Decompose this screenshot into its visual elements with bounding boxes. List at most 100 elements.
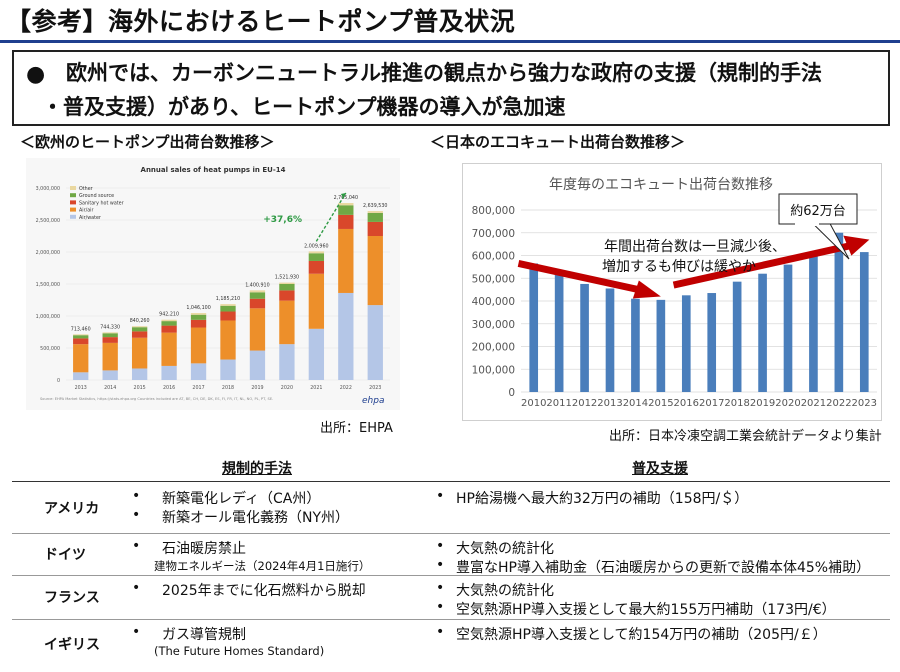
support-item-text: 豊富なHP導入補助金（石油暖房からの更新で設備本体45%補助） — [456, 560, 871, 576]
ehpa-logo: ehpa — [362, 396, 384, 406]
table-top-rule — [12, 481, 890, 482]
eu-bar-segment — [73, 334, 89, 336]
summary-bullet: ● — [26, 62, 46, 87]
jp-x-tick-label: 2011 — [546, 398, 571, 409]
jp-x-tick-label: 2016 — [674, 398, 699, 409]
eu-y-tick-label: 2,000,000 — [36, 250, 60, 256]
jp-bar — [859, 252, 869, 392]
eu-bar-segment — [220, 311, 236, 321]
eu-footnote: Source: EHPA Market Statistics, https://… — [40, 397, 273, 401]
jp-y-tick-label: 800,000 — [472, 205, 515, 217]
eu-total-label: 942,210 — [159, 312, 179, 318]
eu-bar-segment — [161, 321, 177, 326]
jp-increase-arrowhead — [843, 235, 870, 256]
regulatory-item-text: ガス導管規制 — [162, 627, 246, 643]
eu-legend-label: Air/water — [79, 215, 101, 221]
jp-callout-box — [778, 193, 858, 225]
title-underline — [0, 40, 900, 43]
eu-y-tick-label: 500,000 — [40, 346, 60, 352]
eu-bar-segment — [279, 284, 295, 291]
eu-legend-swatch — [70, 186, 76, 190]
jp-x-tick-label: 2018 — [724, 398, 749, 409]
jp-chart-source: 出所：日本冷凍空調工業会統計データより集計 — [609, 429, 882, 444]
eu-bar-segment — [190, 314, 207, 320]
eu-x-tick-label: 2019 — [251, 385, 263, 391]
jp-chart-svg: 年度毎のエコキュート出荷台数推移 0 100,000 200,000 300,000 40… — [472, 177, 877, 409]
jp-x-tick-label: 2021 — [801, 398, 826, 409]
page-title: 【参考】海外におけるヒートポンプ普及状況 — [6, 7, 516, 36]
country-france: フランス — [44, 590, 100, 606]
table-row-divider — [12, 619, 890, 620]
regulatory-bullet: • — [132, 580, 141, 596]
eu-bar-segment — [131, 326, 148, 328]
eu-x-tick-label: 2023 — [369, 385, 381, 391]
eu-bar-segment — [367, 212, 383, 222]
eu-bar-segment — [102, 342, 118, 371]
eu-bar-segment — [102, 370, 118, 380]
eu-bar-segment — [249, 308, 266, 351]
eu-x-tick-label: 2014 — [104, 385, 116, 391]
jp-x-tick-label: 2019 — [750, 398, 775, 409]
country-uk: イギリス — [44, 637, 100, 653]
eu-growth-annotation: +37,6% — [263, 215, 302, 225]
eu-bar-segment — [190, 319, 207, 328]
eu-bar-segment — [131, 331, 148, 338]
jp-y-tick-label: 0 — [508, 387, 515, 399]
jp-bar — [554, 273, 564, 392]
eu-bar-segment — [367, 221, 383, 236]
eu-bar-segment — [161, 365, 177, 380]
eu-x-tick-label: 2021 — [310, 385, 322, 391]
support-bullet: • — [436, 488, 445, 504]
support-item-text: 大気熱の統計化 — [456, 583, 554, 599]
regulatory-item-text: 2025年までに化石燃料から脱却 — [162, 583, 366, 599]
eu-legend-label: Ground source — [79, 193, 114, 199]
jp-x-tick-label: 2015 — [648, 398, 673, 409]
jp-bar — [605, 288, 615, 392]
regulatory-item-text: 石油暖房禁止 — [162, 541, 246, 557]
jp-x-tick-label: 2023 — [852, 398, 877, 409]
eu-bar-segment — [338, 228, 354, 293]
eu-bar-segment — [190, 363, 207, 380]
jp-decline-arrow — [517, 260, 648, 295]
table-row-divider — [12, 533, 890, 534]
eu-bar-segment — [220, 320, 236, 360]
regulatory-item-text: 新築電化レディ（CA州） — [162, 491, 321, 507]
eu-legend-label: Other — [79, 186, 93, 192]
eu-total-label: 2,639,530 — [363, 203, 387, 209]
jp-y-tick-label: 500,000 — [472, 273, 515, 285]
eu-total-label: 1,521,930 — [275, 275, 299, 281]
jp-x-tick-label: 2013 — [597, 398, 622, 409]
eu-x-tick-label: 2015 — [134, 385, 146, 391]
eu-chart-svg: Annual sales of heat pumps in EU-14 0 500,… — [36, 166, 390, 406]
support-item-text: 大気熱の統計化 — [456, 541, 554, 557]
eu-y-tick-label: 1,000,000 — [36, 314, 60, 320]
eu-total-label: 1,046,100 — [186, 305, 210, 311]
eu-x-tick-label: 2020 — [281, 385, 293, 391]
jp-annotation-line-2: 増加するも伸びは緩やか — [602, 259, 756, 275]
eu-x-tick-label: 2013 — [75, 385, 87, 391]
jp-bar — [783, 264, 793, 392]
eu-bar-segment — [338, 205, 354, 215]
summary-line-2: ・普及支援）があり、ヒートポンプ機器の導入が急加速 — [42, 95, 566, 119]
table-row-divider — [12, 575, 890, 576]
eu-bar-segment — [73, 344, 89, 373]
eu-legend-label: Sanitary hot water — [79, 200, 124, 206]
eu-chart-source: 出所：EHPA — [320, 421, 393, 436]
summary-line-1: 欧州では、カーボンニュートラル推進の観点から強力な政府の支援（規制的手法 — [66, 61, 822, 85]
regulatory-bullet: • — [132, 488, 141, 504]
jp-increase-arrow — [672, 241, 857, 289]
regulatory-bullet: • — [132, 624, 141, 640]
eu-total-label: 1,185,210 — [216, 296, 240, 302]
support-bullet: • — [436, 624, 445, 640]
eu-bar-segment — [279, 282, 295, 284]
eu-legend-label: Air/air — [79, 208, 93, 214]
eu-total-label: 2,765,040 — [334, 195, 358, 201]
eu-x-tick-label: 2016 — [163, 385, 175, 391]
jp-x-tick-label: 2020 — [775, 398, 800, 409]
jp-bar — [631, 298, 640, 392]
table-header-support: 普及支援 — [632, 461, 688, 477]
eu-bar-segment — [220, 359, 236, 380]
support-bullet: • — [436, 557, 445, 573]
eu-bar-segment — [308, 253, 325, 261]
eu-bar-segment — [249, 298, 266, 309]
